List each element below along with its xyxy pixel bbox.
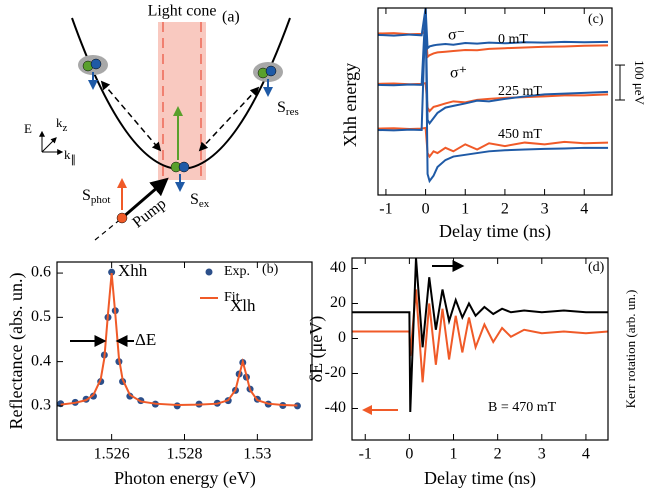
annotation: σ⁻ — [448, 27, 465, 44]
annotation: Xhh — [118, 261, 148, 280]
sub: ex — [199, 198, 210, 210]
s-res: Sres — [277, 99, 299, 118]
annotation: B = 470 mT — [488, 400, 557, 415]
y-tick-label: 0 — [338, 329, 346, 346]
x-tick-label: 2 — [501, 201, 509, 218]
axis-e: E — [24, 121, 32, 136]
y-tick-label: 0.4 — [31, 352, 51, 369]
y-tick-label: 0.6 — [31, 264, 51, 281]
x-tick-label: 4 — [582, 446, 590, 463]
x-axis-label: Delay time (ns) — [424, 468, 536, 489]
axis-arrow — [41, 137, 57, 153]
x-tick-label: 2 — [494, 446, 502, 463]
annotation: (d) — [588, 260, 605, 275]
data-line — [352, 289, 609, 383]
y-axis-label: Xhh energy — [340, 63, 360, 147]
annotation: Xlh — [230, 296, 256, 315]
legend-label: Exp. — [224, 264, 250, 279]
plot-frame — [56, 261, 313, 441]
scale-label: 100 μeV — [632, 60, 647, 105]
y-axis-label: δE (μeV) — [306, 316, 327, 383]
plot-frame — [377, 7, 613, 196]
pump-arrow — [121, 177, 169, 220]
exciton — [90, 58, 102, 70]
photon — [116, 212, 128, 224]
data-point — [108, 268, 116, 276]
x-tick-label: 3 — [538, 446, 546, 463]
x-axis-label: Photon energy (eV) — [114, 468, 256, 489]
x-axis-label: Delay time (ns) — [439, 221, 551, 242]
s: S — [190, 191, 199, 208]
data-line — [60, 272, 298, 407]
sub: z — [63, 122, 68, 134]
y-axis-label: Reflectance (abs. un.) — [6, 273, 27, 430]
annotation: σ⁺ — [450, 65, 467, 82]
annotation: 0 mT — [498, 32, 528, 47]
y-tick-label: -40 — [325, 399, 346, 416]
y-tick-label: 20 — [330, 294, 346, 311]
data-line — [377, 126, 609, 159]
data-point — [126, 392, 134, 400]
data-line — [377, 7, 609, 51]
legend-label: Fit. — [224, 290, 243, 305]
exciton — [265, 65, 277, 77]
axis-kpar: k∥ — [64, 147, 76, 166]
diagram: Light cone (a) Pump Sphot Sex Sres E kz … — [24, 3, 299, 241]
x-tick-label: 1.528 — [167, 446, 203, 463]
scattering — [100, 80, 162, 152]
y-tick-label: 0.5 — [31, 308, 51, 325]
annotation: 225 mT — [498, 84, 542, 99]
data-line — [377, 7, 609, 184]
data-point — [89, 392, 97, 400]
k: k — [64, 147, 71, 162]
sub: res — [286, 106, 299, 118]
x-tick-label: 1 — [461, 201, 469, 218]
s-ex: Sex — [190, 191, 210, 210]
y-tick-label: -20 — [325, 364, 346, 381]
plot-frame — [351, 257, 609, 441]
light-cone — [158, 22, 206, 180]
annotation: (b) — [262, 262, 279, 277]
x-tick-label: 4 — [580, 201, 588, 218]
data-line — [352, 257, 608, 413]
y-tick-label: 40 — [330, 259, 346, 276]
x-tick-label: -1 — [359, 446, 372, 463]
scattering — [198, 86, 260, 152]
y-tick-label: 0.3 — [31, 397, 51, 414]
s: S — [82, 187, 91, 204]
data-line — [377, 7, 609, 126]
annotation: (c) — [588, 12, 604, 27]
x-tick-label: -1 — [379, 201, 392, 218]
x-tick-label: 3 — [541, 201, 549, 218]
annotation: 450 mT — [498, 127, 542, 142]
k: k — [56, 115, 63, 130]
legend-marker — [205, 268, 213, 276]
data-point — [293, 402, 301, 410]
y2-axis-label: Kerr rotation (arb. un.) — [623, 290, 638, 409]
sub: ∥ — [71, 154, 77, 166]
s-phot: Sphot — [82, 187, 110, 206]
x-tick-label: 0 — [422, 201, 430, 218]
pump-label: Pump — [130, 195, 170, 231]
panel-label: (a) — [222, 9, 240, 26]
s: S — [277, 99, 286, 116]
axis-kz: kz — [56, 115, 68, 134]
data-line — [377, 81, 609, 113]
light-cone-label: Light cone — [148, 3, 217, 20]
x-tick-label: 0 — [405, 446, 413, 463]
annotation: ΔE — [135, 330, 156, 349]
sub: phot — [91, 194, 111, 206]
exciton — [178, 161, 190, 173]
x-tick-label: 1.53 — [243, 446, 271, 463]
x-tick-label: 1.526 — [94, 446, 130, 463]
pump-path — [94, 217, 123, 241]
x-tick-label: 1 — [450, 446, 458, 463]
